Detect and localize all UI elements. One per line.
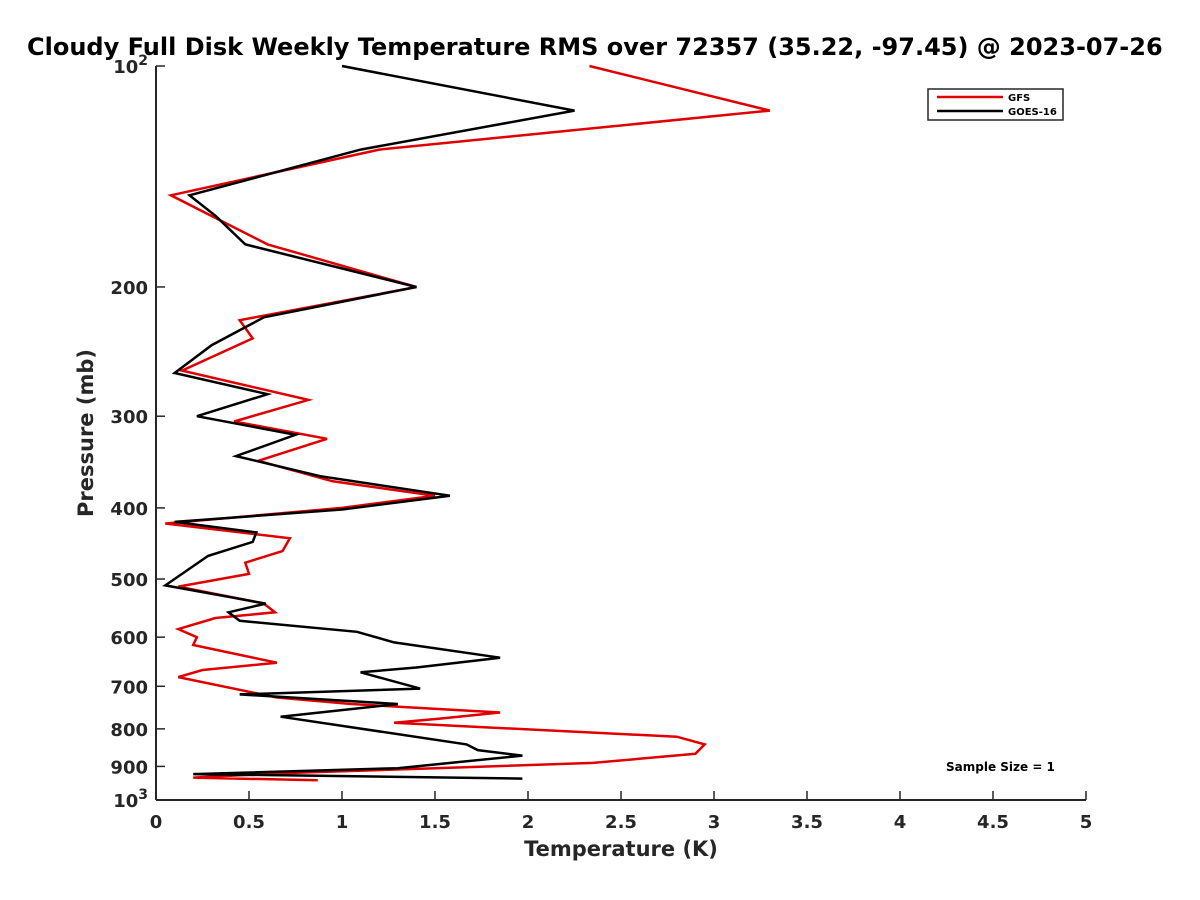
series-line-gfs	[165, 64, 771, 782]
y-tick-label: 500	[110, 570, 148, 591]
y-tick-label: 700	[110, 677, 148, 698]
series-line-goes16	[162, 64, 575, 780]
x-tick-label: 1	[336, 812, 349, 833]
x-tick-label: 4.5	[977, 812, 1009, 833]
y-ticks: 102 200 300 400 500 600 700 800 900 103	[110, 53, 165, 812]
x-tick-label: 0	[150, 812, 163, 833]
y-tick-label: 900	[110, 757, 148, 778]
x-tick-label: 1.5	[419, 812, 451, 833]
legend: GFS GOES-16	[927, 88, 1064, 121]
x-tick-label: 2.5	[605, 812, 637, 833]
x-tick-label: 2	[522, 812, 535, 833]
x-tick-label: 3	[708, 812, 721, 833]
y-tick-label: 102	[113, 53, 148, 78]
chart-title: Cloudy Full Disk Weekly Temperature RMS …	[27, 33, 1163, 61]
y-tick-label: 600	[110, 628, 148, 649]
y-tick-label: 800	[110, 720, 148, 741]
legend-label-goes16: GOES-16	[1008, 107, 1057, 118]
series-layer	[162, 64, 771, 782]
x-tick-label: 0.5	[233, 812, 265, 833]
x-tick-label: 3.5	[791, 812, 823, 833]
legend-label-gfs: GFS	[1008, 93, 1030, 104]
y-tick-label: 300	[110, 407, 148, 428]
y-tick-label: 400	[110, 499, 148, 520]
y-tick-label: 200	[110, 278, 148, 299]
y-axis-label: Pressure (mb)	[74, 349, 98, 517]
x-tick-label: 4	[894, 812, 907, 833]
legend-box	[927, 88, 1064, 121]
x-axis-label: Temperature (K)	[524, 837, 718, 861]
sample-size-annotation: Sample Size = 1	[946, 760, 1055, 774]
x-tick-label: 5	[1080, 812, 1093, 833]
y-tick-label: 103	[113, 787, 148, 812]
x-ticks: 0 0.5 1 1.5 2 2.5 3 3.5 4 4.5 5	[150, 791, 1093, 833]
